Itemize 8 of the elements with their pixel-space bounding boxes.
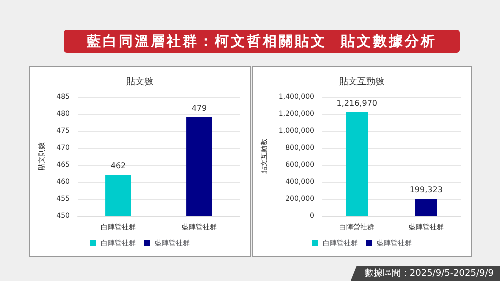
chart-title: 貼文數 (126, 76, 154, 88)
data-label: 1,216,970 (336, 99, 378, 108)
chart-title: 貼文互動數 (340, 76, 384, 88)
data-label: 199,323 (410, 186, 443, 195)
text: 藍白同溫層社群：柯文哲相關貼文 貼文數據分析 (64, 30, 460, 53)
data-label: 462 (110, 162, 126, 171)
data-label: 479 (192, 104, 208, 113)
text: 數據區間：2025/9/5-2025/9/9 (350, 266, 500, 281)
